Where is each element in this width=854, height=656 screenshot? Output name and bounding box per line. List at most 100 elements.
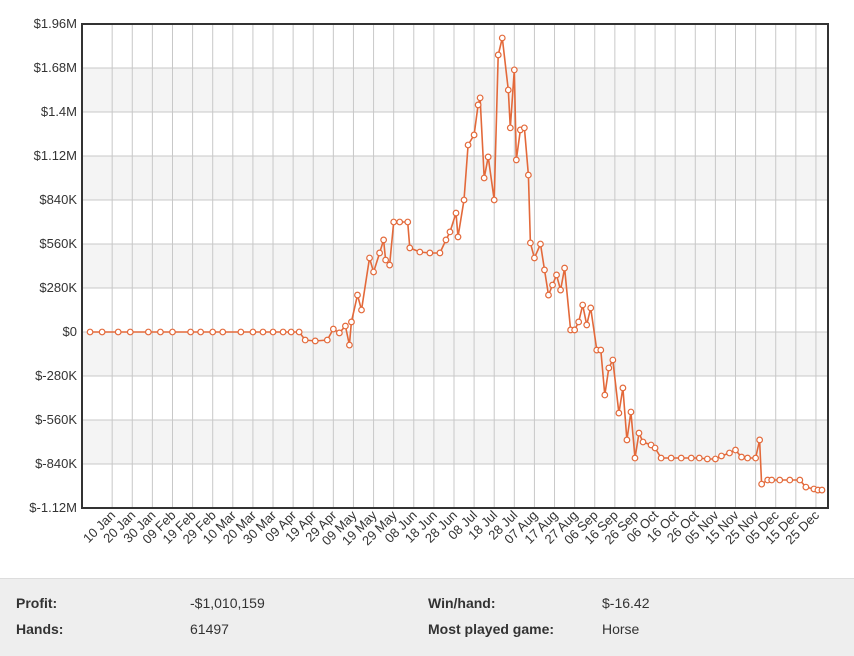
data-point xyxy=(404,218,412,226)
data-point xyxy=(553,271,560,279)
data-point xyxy=(752,454,760,462)
y-tick-label: $280K xyxy=(39,280,77,295)
data-point xyxy=(279,328,287,336)
data-point xyxy=(476,94,484,102)
data-point xyxy=(460,196,468,204)
y-tick-label: $-1.12M xyxy=(29,500,77,515)
plot-band xyxy=(82,332,828,376)
y-tick-label: $560K xyxy=(39,236,77,251)
data-point xyxy=(619,384,627,392)
plot-border xyxy=(81,23,829,509)
data-point xyxy=(259,328,267,336)
plot-band xyxy=(82,288,828,332)
data-point xyxy=(86,328,94,336)
data-point xyxy=(768,476,776,484)
data-point xyxy=(651,444,659,452)
data-point xyxy=(396,218,404,226)
data-point xyxy=(667,454,675,462)
data-point xyxy=(571,326,579,334)
data-point xyxy=(597,346,605,354)
data-point xyxy=(796,476,804,484)
data-point xyxy=(335,329,343,337)
data-point xyxy=(295,328,303,336)
data-point xyxy=(348,318,355,326)
data-point xyxy=(579,301,587,309)
data-point xyxy=(390,218,398,226)
data-point xyxy=(587,304,595,312)
plot-band xyxy=(82,68,828,112)
stat-label: Profit: xyxy=(16,595,58,611)
data-point xyxy=(758,480,766,488)
plot-band xyxy=(82,464,828,508)
data-point xyxy=(484,153,492,161)
data-point xyxy=(157,328,164,336)
data-point xyxy=(144,328,152,336)
y-tick-label: $1.4M xyxy=(41,104,77,119)
data-point xyxy=(470,131,478,139)
chart: $-1.12M $-840K $-560K $-280K $0 $280K $560K $84… xyxy=(29,16,829,548)
data-point xyxy=(639,438,647,446)
stats-panel: Profit: -$1,010,159 Win/hand: $-16.42 Hands:… xyxy=(0,578,854,656)
data-point xyxy=(494,51,502,59)
data-point xyxy=(635,429,643,437)
data-point xyxy=(346,341,353,349)
data-point xyxy=(695,454,703,462)
data-point xyxy=(726,449,733,457)
data-point xyxy=(197,328,205,336)
data-point xyxy=(718,452,725,460)
data-point xyxy=(269,328,277,336)
data-point xyxy=(541,266,548,274)
data-point xyxy=(557,286,564,294)
stat-label: Hands: xyxy=(16,621,64,637)
data-point xyxy=(531,254,538,262)
data-point xyxy=(583,321,591,329)
data-point xyxy=(490,196,498,204)
stat-value: -$1,010,159 xyxy=(190,595,265,611)
data-point xyxy=(657,454,665,462)
data-point xyxy=(601,391,609,399)
data-point xyxy=(380,236,388,244)
data-point xyxy=(818,486,826,494)
data-point xyxy=(126,328,134,336)
data-point xyxy=(627,408,635,416)
data-point xyxy=(527,239,534,247)
data-point xyxy=(354,291,361,299)
data-point xyxy=(219,328,227,336)
data-point xyxy=(406,244,414,252)
stat-value: $-16.42 xyxy=(602,595,650,611)
data-point xyxy=(623,436,631,444)
data-point xyxy=(504,86,512,94)
data-point xyxy=(732,446,739,454)
data-point xyxy=(561,264,568,272)
data-point xyxy=(802,483,810,491)
y-tick-label: $-560K xyxy=(35,412,77,427)
data-point xyxy=(366,254,373,262)
data-point xyxy=(442,236,450,244)
plot-band xyxy=(82,376,828,420)
data-point xyxy=(520,124,528,132)
plot-band xyxy=(82,156,828,200)
plot-band xyxy=(82,24,828,68)
data-point xyxy=(498,34,506,42)
data-point xyxy=(342,322,349,330)
data-point xyxy=(776,476,784,484)
data-point xyxy=(426,249,434,257)
data-point xyxy=(537,240,544,248)
data-point xyxy=(436,249,444,257)
data-point xyxy=(446,228,454,236)
y-tick-label: $840K xyxy=(39,192,77,207)
data-point xyxy=(687,454,695,462)
data-point xyxy=(209,328,217,336)
data-point xyxy=(416,248,424,256)
stat-label: Most played game: xyxy=(428,621,555,637)
data-point xyxy=(237,328,245,336)
data-point xyxy=(545,291,552,299)
data-point xyxy=(609,356,617,364)
data-point xyxy=(249,328,257,336)
data-point xyxy=(738,453,745,461)
plot-band xyxy=(82,244,828,288)
data-point xyxy=(631,454,639,462)
data-point xyxy=(382,256,390,264)
data-point xyxy=(677,454,685,462)
